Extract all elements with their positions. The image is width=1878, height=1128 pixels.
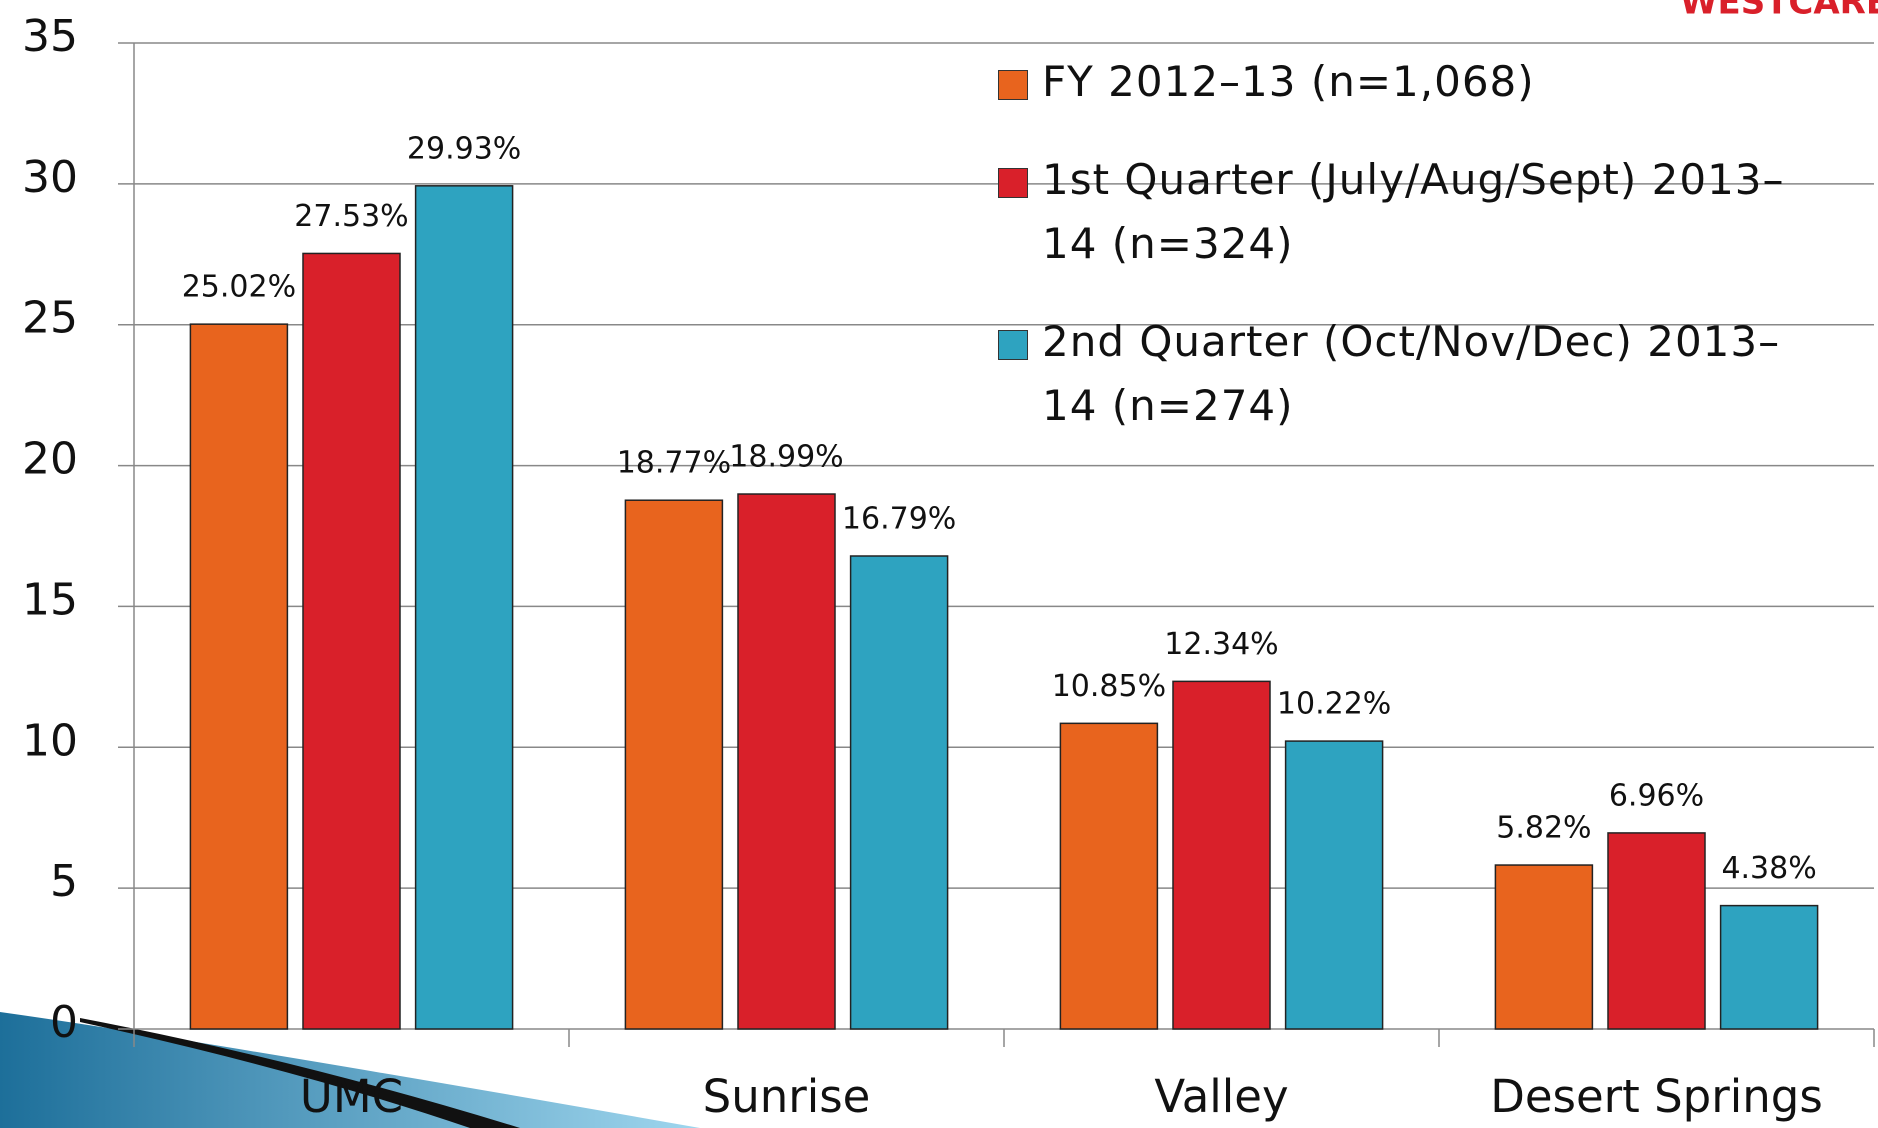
y-tick-label: 35	[22, 11, 78, 62]
value-label: 18.77%	[617, 446, 731, 481]
bar	[1495, 865, 1592, 1029]
value-label: 18.99%	[729, 440, 843, 475]
x-tick-label: UMC	[300, 1070, 403, 1123]
value-label: 27.53%	[294, 199, 408, 234]
bar	[1286, 741, 1383, 1029]
legend-item: 1st Quarter (July/Aug/Sept) 2013–14 (n=3…	[998, 148, 1818, 276]
value-label: 10.85%	[1052, 669, 1166, 704]
y-tick-label: 30	[22, 152, 78, 203]
legend-label: 2nd Quarter (Oct/Nov/Dec) 2013–14 (n=274…	[1042, 310, 1818, 438]
legend-swatch	[998, 330, 1028, 360]
page: WESTCARE 0 5 10 15 20 25 30 35 UMC 25.02% 27.53% 29…	[0, 0, 1878, 1128]
x-tick-label: Valley	[1154, 1070, 1288, 1123]
value-label: 5.82%	[1496, 811, 1591, 846]
value-label: 25.02%	[182, 270, 296, 305]
legend-swatch	[998, 70, 1028, 100]
y-tick-label: 10	[22, 715, 78, 766]
legend-label: FY 2012–13 (n=1,068)	[1042, 50, 1535, 114]
bar	[1721, 906, 1818, 1029]
legend-label: 1st Quarter (July/Aug/Sept) 2013–14 (n=3…	[1042, 148, 1818, 276]
bar	[190, 324, 287, 1029]
value-label: 12.34%	[1164, 627, 1278, 662]
bar	[738, 494, 835, 1029]
bar	[1173, 681, 1270, 1029]
bar	[851, 556, 948, 1029]
legend-item: FY 2012–13 (n=1,068)	[998, 50, 1818, 114]
x-tick-label: Desert Springs	[1490, 1070, 1823, 1123]
value-label: 6.96%	[1609, 778, 1704, 813]
y-tick-label: 20	[22, 434, 78, 485]
y-tick-label: 15	[22, 574, 78, 625]
x-tick-label: Sunrise	[703, 1070, 871, 1123]
y-tick-label: 0	[50, 997, 78, 1048]
legend-item: 2nd Quarter (Oct/Nov/Dec) 2013–14 (n=274…	[998, 310, 1818, 438]
bar	[1608, 833, 1705, 1029]
value-label: 16.79%	[842, 502, 956, 537]
value-label: 4.38%	[1721, 851, 1816, 886]
bar	[1060, 723, 1157, 1029]
value-label: 29.93%	[407, 131, 521, 166]
bar	[416, 186, 513, 1029]
legend-swatch	[998, 168, 1028, 198]
legend: FY 2012–13 (n=1,068) 1st Quarter (July/Au…	[998, 50, 1818, 472]
logo: WESTCARE	[1680, 0, 1878, 23]
y-tick-label: 5	[50, 856, 78, 907]
value-label: 10.22%	[1277, 687, 1391, 722]
bar	[625, 500, 722, 1029]
bar	[303, 253, 400, 1029]
y-tick-label: 25	[22, 293, 78, 344]
